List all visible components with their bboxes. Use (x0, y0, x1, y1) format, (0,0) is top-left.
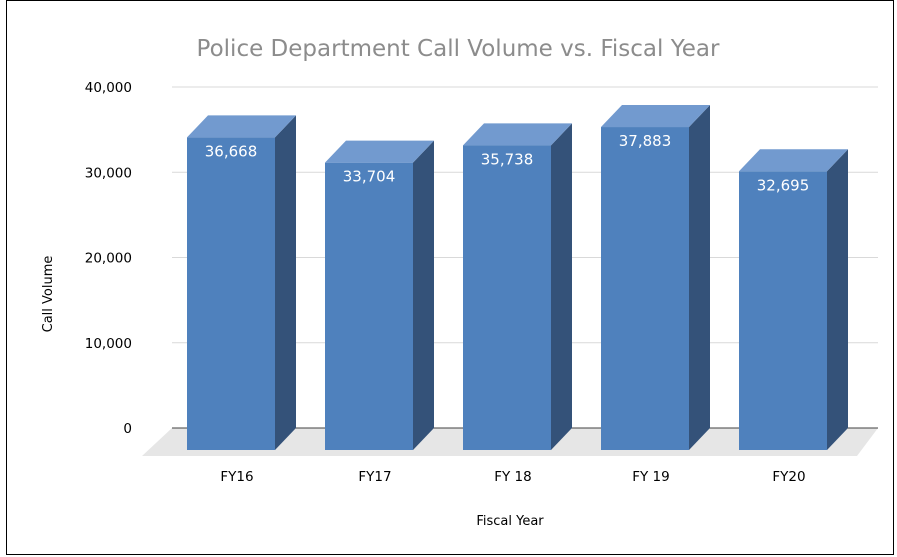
bar-front (739, 171, 827, 450)
bar-side (413, 140, 434, 450)
bars (187, 105, 848, 450)
x-axis-label: Fiscal Year (476, 514, 544, 529)
y-tick-label: 0 (123, 421, 132, 437)
bar-front (187, 137, 275, 450)
bar-front (325, 162, 413, 450)
bar (325, 140, 434, 450)
data-labels: 36,668 33,704 35,738 37,883 32,695 (205, 132, 810, 194)
y-tick-label: 30,000 (85, 165, 132, 181)
bar-side (551, 123, 572, 450)
bar-side (689, 105, 710, 450)
bar-top (187, 115, 296, 138)
bar-top (463, 123, 572, 146)
data-label: 36,668 (205, 142, 258, 160)
y-axis-ticks: 0 10,000 20,000 30,000 40,000 (85, 80, 132, 437)
x-tick-label: FY17 (358, 469, 391, 485)
bar (739, 149, 848, 450)
bar-top (739, 149, 848, 172)
bar-front (601, 127, 689, 450)
bar (187, 115, 296, 450)
data-label: 33,704 (343, 168, 396, 186)
data-label: 35,738 (481, 150, 534, 168)
x-tick-label: FY 19 (632, 469, 669, 485)
bar-top (325, 140, 434, 163)
y-tick-label: 10,000 (85, 336, 132, 352)
x-tick-label: FY16 (220, 469, 253, 485)
data-label: 37,883 (619, 132, 672, 150)
y-tick-label: 40,000 (85, 80, 132, 96)
y-tick-label: 20,000 (85, 251, 132, 267)
y-axis-label: Call Volume (41, 256, 56, 333)
x-tick-label: FY20 (772, 469, 805, 485)
bar-side (275, 115, 296, 450)
bar (463, 123, 572, 450)
x-tick-label: FY 18 (494, 469, 531, 485)
bar-top (601, 105, 710, 128)
bar-side (827, 149, 848, 450)
bar-front (463, 145, 551, 450)
x-axis-ticks: FY16 FY17 FY 18 FY 19 FY20 (220, 469, 805, 485)
bar (601, 105, 710, 450)
data-label: 32,695 (757, 176, 810, 194)
chart-title: Police Department Call Volume vs. Fiscal… (197, 36, 720, 62)
